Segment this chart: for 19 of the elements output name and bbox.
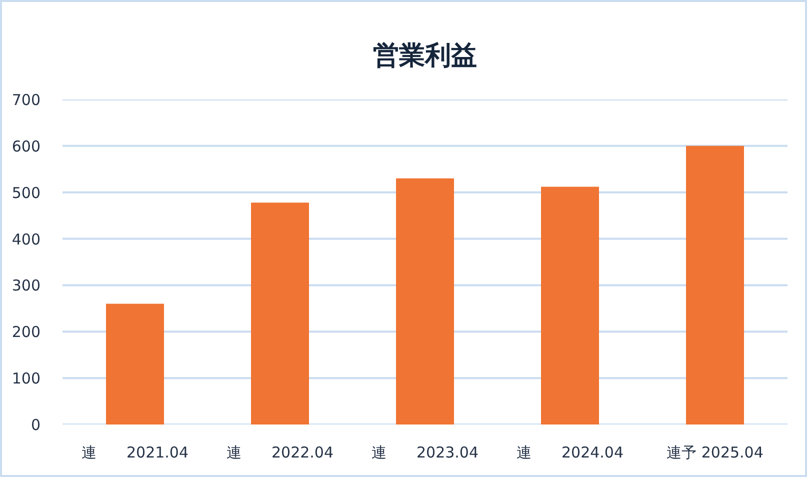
y-tick-label: 200 bbox=[12, 323, 41, 342]
bar bbox=[251, 202, 309, 424]
x-tick-label: 連 2022.04 bbox=[226, 444, 334, 462]
x-tick-label: 連 2024.04 bbox=[516, 444, 624, 462]
x-tick-label: 連予 2025.04 bbox=[666, 444, 764, 462]
chart-title: 営業利益 bbox=[373, 41, 477, 71]
bar bbox=[396, 178, 454, 424]
y-tick-label: 0 bbox=[30, 416, 41, 434]
bar bbox=[541, 186, 599, 424]
y-tick-label: 500 bbox=[12, 184, 41, 202]
y-tick-label: 100 bbox=[12, 370, 41, 388]
bar bbox=[106, 304, 164, 424]
y-tick-label: 600 bbox=[12, 137, 41, 156]
x-tick-label: 連 2021.04 bbox=[81, 444, 189, 462]
bar bbox=[686, 146, 744, 424]
y-tick-label: 300 bbox=[12, 276, 41, 295]
y-tick-label: 400 bbox=[12, 230, 41, 248]
x-tick-label: 連 2023.04 bbox=[371, 444, 479, 462]
y-tick-label: 700 bbox=[12, 91, 41, 109]
